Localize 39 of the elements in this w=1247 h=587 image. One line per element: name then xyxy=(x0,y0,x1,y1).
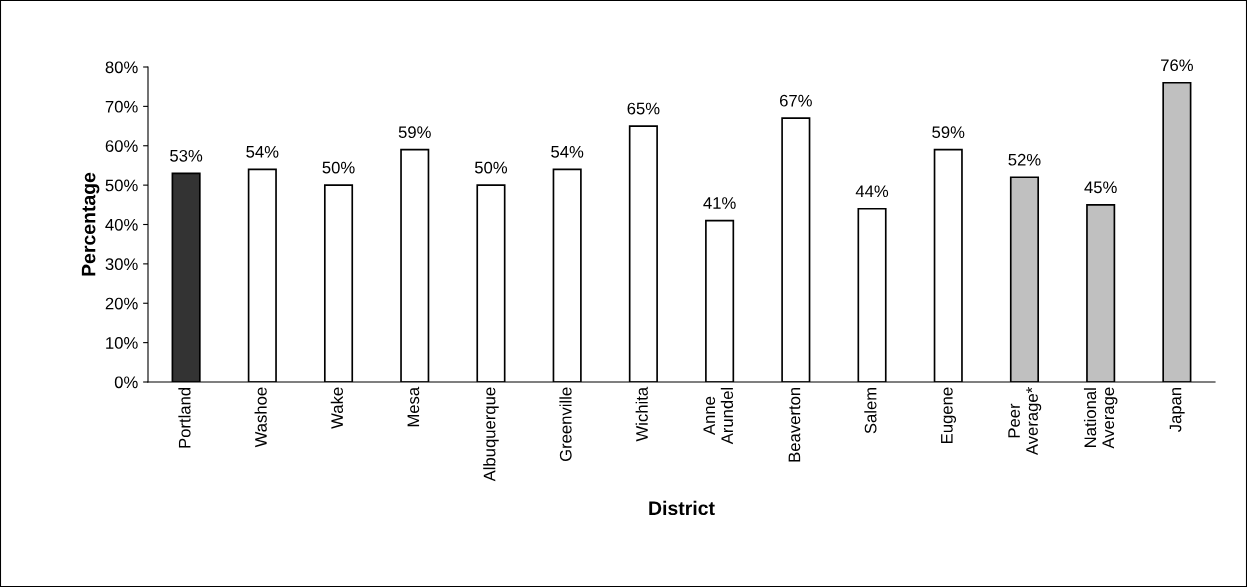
x-tick-label: Portland xyxy=(178,387,191,448)
data-label: 59% xyxy=(398,126,431,139)
data-label: 45% xyxy=(1084,181,1117,194)
x-tick-label: Mesa xyxy=(407,386,420,427)
x-tick-label: Anne Arundel xyxy=(703,387,734,445)
x-tick-label: Wake xyxy=(330,387,344,429)
data-label: 50% xyxy=(474,161,508,174)
data-label: 59% xyxy=(932,126,965,139)
x-tick-label: Japan xyxy=(1169,387,1185,433)
x-tick-label: Washoe xyxy=(254,387,267,448)
x-tick-label: Eugene xyxy=(941,387,957,443)
y-tick-label: 80% xyxy=(105,61,138,74)
data-label: 76% xyxy=(1161,59,1193,72)
y-tick-label: 20% xyxy=(105,297,138,310)
data-label: 44% xyxy=(855,185,889,198)
x-axis-title: District xyxy=(649,500,715,516)
data-label: 52% xyxy=(1008,153,1041,166)
data-label: 50% xyxy=(322,161,355,174)
x-tick-label: Greenville xyxy=(559,387,572,462)
data-label: 54% xyxy=(551,146,584,158)
y-tick-label: 40% xyxy=(105,218,138,231)
y-tick-label: 70% xyxy=(105,100,138,113)
x-tick-label: Wichita xyxy=(635,386,648,442)
data-label: 53% xyxy=(170,149,203,162)
x-tick-label: National Average xyxy=(1083,387,1118,449)
x-tick-label: Albuquerque xyxy=(483,387,499,482)
data-label: 41% xyxy=(703,197,736,209)
y-tick-label: 30% xyxy=(105,258,138,271)
x-tick-label: Salem xyxy=(864,387,877,434)
y-tick-label: 50% xyxy=(105,179,138,192)
x-tick-label: Beaverton xyxy=(788,387,801,462)
x-tick-label: Peer Average* xyxy=(1008,387,1042,456)
data-label: 54% xyxy=(246,146,279,158)
y-tick-label: 0% xyxy=(114,376,138,389)
y-tick-label: 60% xyxy=(105,140,138,152)
y-axis-title: Percentage xyxy=(81,172,100,276)
data-label: 65% xyxy=(627,102,660,115)
y-tick-label: 10% xyxy=(106,337,138,349)
data-label: 67% xyxy=(779,94,812,107)
